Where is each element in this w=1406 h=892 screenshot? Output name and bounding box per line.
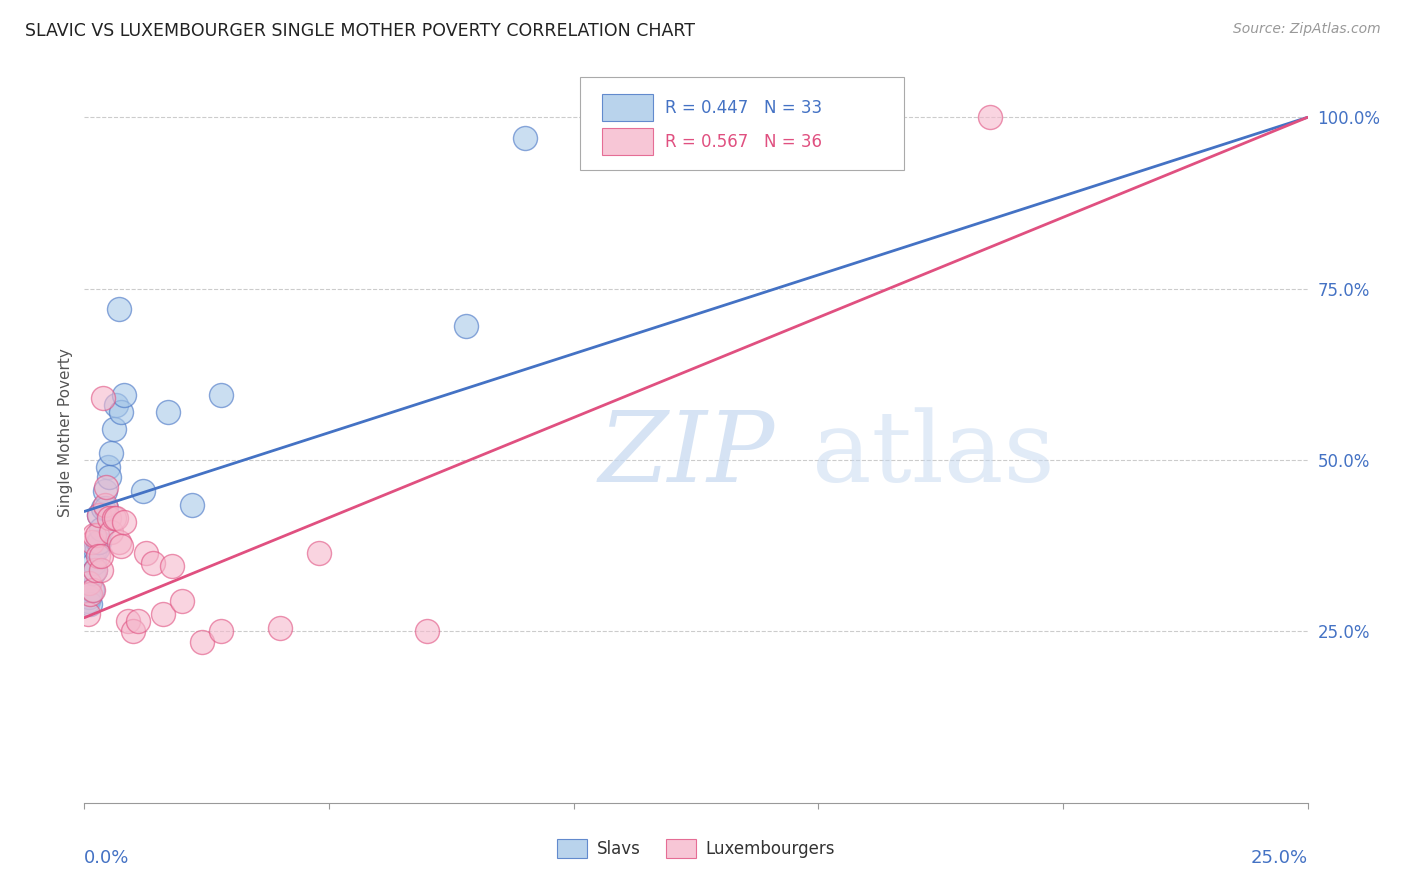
Point [87, 535, 110, 549]
Point [117, 614, 139, 628]
Point [112, 515, 135, 529]
Point [84, 563, 107, 577]
Point [82, 583, 104, 598]
Point [127, 614, 149, 628]
Point [87, 508, 110, 522]
Y-axis label: Single Mother Poverty: Single Mother Poverty [58, 348, 73, 517]
Point [94, 483, 117, 498]
Point [100, 446, 122, 460]
Point [105, 398, 128, 412]
Point [110, 405, 132, 419]
Point [105, 511, 128, 525]
Point [97, 470, 120, 484]
Point [100, 524, 122, 539]
Point [80, 583, 103, 598]
Point [79, 587, 101, 601]
Point [89, 563, 111, 577]
Point [80, 535, 103, 549]
Point [454, 319, 477, 334]
Point [135, 545, 157, 559]
Point [97, 459, 120, 474]
Text: 0.0%: 0.0% [84, 848, 129, 867]
Point [191, 634, 214, 648]
Point [79, 597, 101, 611]
Point [162, 559, 184, 574]
Point [209, 624, 232, 639]
Text: Source: ZipAtlas.com: Source: ZipAtlas.com [1233, 22, 1381, 37]
Point [86, 542, 108, 557]
Text: ZIP: ZIP [598, 407, 775, 502]
Text: R = 0.447   N = 33: R = 0.447 N = 33 [665, 99, 823, 117]
Point [142, 556, 165, 570]
Point [77, 593, 100, 607]
Point [87, 549, 110, 563]
Point [77, 583, 100, 598]
Point [122, 624, 145, 639]
Point [132, 483, 155, 498]
Point [91, 501, 114, 516]
Text: SLAVIC VS LUXEMBOURGER SINGLE MOTHER POVERTY CORRELATION CHART: SLAVIC VS LUXEMBOURGER SINGLE MOTHER POV… [25, 22, 696, 40]
Point [86, 528, 108, 542]
Point [84, 542, 107, 557]
Point [112, 388, 135, 402]
FancyBboxPatch shape [602, 94, 654, 121]
Point [107, 302, 129, 317]
Point [172, 593, 194, 607]
Point [82, 566, 104, 581]
Text: atlas: atlas [813, 407, 1054, 503]
Point [103, 511, 125, 525]
FancyBboxPatch shape [579, 78, 904, 169]
Point [856, 131, 879, 145]
Point [979, 110, 1001, 124]
Point [87, 508, 110, 522]
Point [83, 528, 105, 542]
Point [181, 498, 204, 512]
Point [103, 422, 125, 436]
Point [97, 511, 120, 525]
Point [77, 590, 100, 604]
Point [416, 624, 439, 639]
Point [107, 535, 129, 549]
Point [110, 539, 132, 553]
Point [513, 131, 536, 145]
Point [96, 501, 118, 516]
Point [83, 556, 105, 570]
Point [96, 480, 118, 494]
Point [152, 607, 174, 622]
Point [209, 388, 232, 402]
Point [91, 392, 114, 406]
Point [87, 535, 110, 549]
Point [77, 607, 100, 622]
FancyBboxPatch shape [602, 128, 654, 155]
Point [156, 405, 179, 419]
Point [84, 563, 107, 577]
Text: R = 0.567   N = 36: R = 0.567 N = 36 [665, 133, 823, 151]
Point [90, 549, 112, 563]
Point [308, 545, 330, 559]
Point [269, 621, 291, 635]
Point [586, 134, 609, 148]
Point [77, 576, 100, 591]
Text: 25.0%: 25.0% [1250, 848, 1308, 867]
Point [90, 522, 112, 536]
Legend: Slavs, Luxembourgers: Slavs, Luxembourgers [550, 832, 842, 865]
Point [94, 498, 117, 512]
